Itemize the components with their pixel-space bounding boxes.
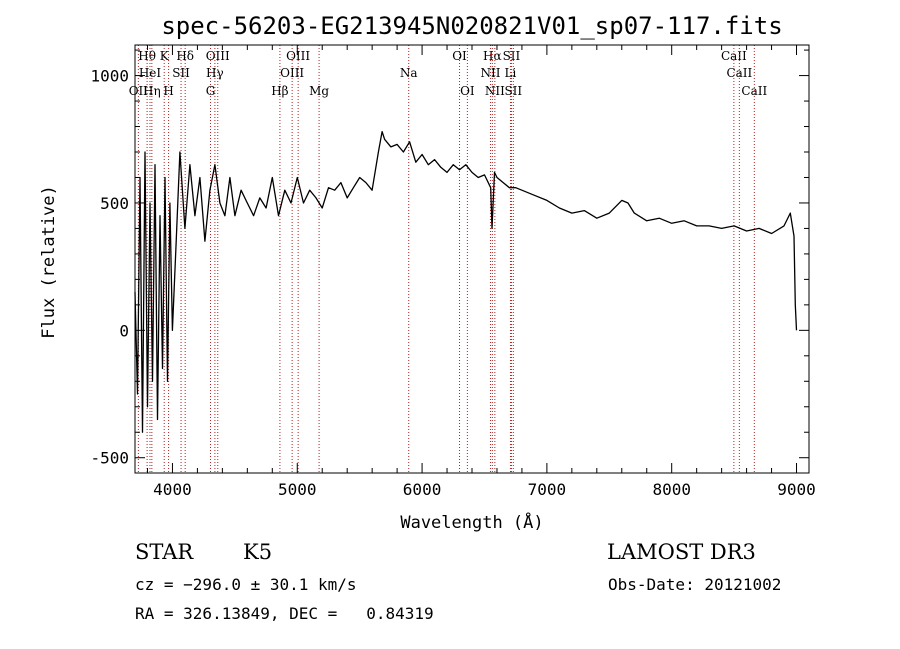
coordinates: RA = 326.13849, DEC = 0.84319 [135,604,434,623]
marker-label: G [206,84,216,98]
marker-label: Hβ [271,84,288,98]
marker-label: H [163,84,173,98]
marker-label: OIII [280,66,304,80]
marker-label: NII [485,84,505,98]
marker-label: Hη [143,84,161,98]
marker-label: OIII [206,49,230,63]
object-subclass: K5 [243,540,273,564]
y-tick-label: -500 [90,449,129,468]
marker-label: OI [460,84,475,98]
marker-label: CaII [721,49,747,63]
object-class: STAR [135,540,194,564]
y-tick-label: 1000 [90,67,129,86]
marker-label: Li [505,66,517,80]
marker-label: SII [503,49,521,63]
marker-label: OII [129,84,149,98]
plot-frame [134,44,810,474]
x-axis-ticks: 4000 5000 6000 7000 8000 9000 [146,45,816,499]
marker-label: Hγ [206,66,224,80]
marker-label: OIII [286,49,310,63]
y-axis-label: Flux (relative) [39,185,59,339]
y-axis-ticks: -500 0 500 1000 [90,49,809,468]
marker-label: Na [400,66,418,80]
x-tick-label: 7000 [528,480,567,499]
x-tick-label: 4000 [153,480,192,499]
chart-title: spec-56203-EG213945N020821V01_sp07-117.f… [161,12,782,40]
marker-label: SII [504,84,522,98]
marker-label: SII [172,66,190,80]
marker-label: OI [452,49,467,63]
y-tick-label: 0 [119,321,129,340]
marker-label: CaII [726,66,752,80]
x-axis-label: Wavelength (Å) [400,511,543,533]
x-tick-label: 6000 [403,480,442,499]
spectrum-line [134,130,798,433]
marker-label: CaII [741,84,767,98]
marker-label: NII [480,66,500,80]
marker-label: Hα [483,49,502,63]
obs-date: Obs-Date: 20121002 [608,575,782,594]
spectrum-series [134,130,798,433]
x-tick-label: 9000 [777,480,816,499]
marker-label: Hθ [138,49,156,63]
survey-name: LAMOST DR3 [607,540,756,564]
marker-label: Hδ [176,49,194,63]
marker-label: K [160,49,170,63]
marker-label: HeI [139,66,162,80]
x-tick-label: 5000 [278,480,317,499]
marker-label: Mg [309,84,329,98]
y-tick-label: 500 [100,194,129,213]
x-tick-label: 8000 [652,480,691,499]
redshift-cz: cz = −296.0 ± 30.1 km/s [135,575,357,594]
